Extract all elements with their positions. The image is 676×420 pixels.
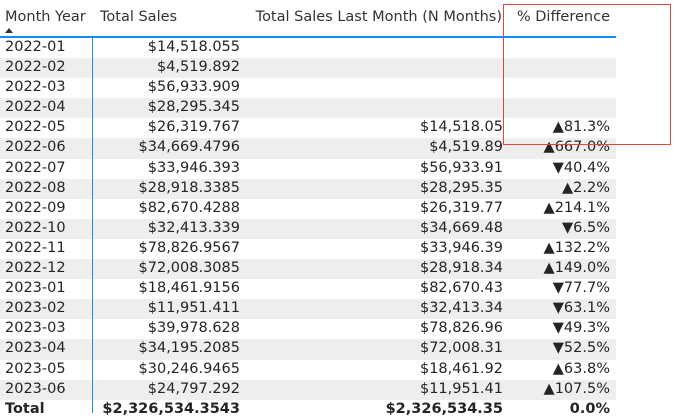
table-header: Month Year Total Sales Total Sales Last … — [0, 0, 616, 38]
row-total-sales-cell: $24,797.292 — [147, 380, 240, 397]
row-pct-difference-cell: ▲2.2% — [562, 179, 610, 196]
row-pct-difference-cell: ▲81.3% — [552, 119, 610, 136]
table-row[interactable]: 2022-07 $33,946.393 $56,933.91 ▼40.4% — [0, 159, 616, 179]
column-divider — [92, 38, 93, 413]
row-month-cell: 2022-09 — [5, 199, 66, 216]
column-header-month-year[interactable]: Month Year — [5, 9, 86, 25]
row-month-cell: 2022-11 — [5, 239, 66, 256]
column-header-total-sales[interactable]: Total Sales — [100, 9, 178, 25]
table-row[interactable]: 2023-04 $34,195.2085 $72,008.31 ▼52.5% — [0, 339, 616, 360]
table-row[interactable]: 2023-03 $39,978.628 $78,826.96 ▼49.3% — [0, 319, 616, 339]
table-row[interactable]: 2022-08 $28,918.3385 $28,295.35 ▲2.2% — [0, 178, 616, 199]
row-total-sales-cell: $28,295.345 — [147, 99, 240, 116]
table-row[interactable]: 2022-11 $78,826.9567 $33,946.39 ▲132.2% — [0, 239, 616, 259]
table-row[interactable]: 2022-05 $26,319.767 $14,518.05 ▲81.3% — [0, 118, 616, 138]
row-last-month-cell: $28,918.34 — [419, 260, 503, 277]
row-last-month-cell: $34,669.48 — [419, 219, 503, 236]
row-last-month-cell: $4,519.89 — [429, 139, 503, 156]
total-sales-value: $2,326,534.3543 — [102, 400, 240, 417]
row-total-sales-cell: $11,951.411 — [147, 300, 240, 317]
row-pct-difference-cell: ▲107.5% — [543, 380, 610, 397]
row-total-sales-cell: $32,413.339 — [147, 219, 240, 236]
row-total-sales-cell: $14,518.055 — [147, 39, 240, 55]
row-month-cell: 2023-06 — [5, 380, 66, 397]
total-last-month-value: $2,326,534.35 — [385, 400, 503, 417]
column-header-total-sales-last-month[interactable]: Total Sales Last Month (N Months) — [255, 9, 502, 25]
row-month-cell: 2022-03 — [5, 79, 66, 96]
row-last-month-cell: $28,295.35 — [419, 179, 503, 196]
row-total-sales-cell: $34,195.2085 — [138, 340, 240, 357]
row-pct-difference-cell: ▲132.2% — [543, 239, 610, 256]
sales-matrix-table: Month Year Total Sales Total Sales Last … — [0, 0, 616, 417]
row-pct-difference-cell: ▲214.1% — [543, 199, 610, 216]
total-label: Total — [5, 400, 45, 417]
row-total-sales-cell: $82,670.4288 — [138, 199, 240, 216]
table-row[interactable]: 2022-02 $4,519.892 — [0, 58, 616, 79]
row-pct-difference-cell: ▲63.8% — [552, 360, 610, 377]
row-month-cell: 2022-08 — [5, 179, 66, 196]
table-row[interactable]: 2023-01 $18,461.9156 $82,670.43 ▼77.7% — [0, 279, 616, 299]
row-total-sales-cell: $78,826.9567 — [138, 239, 240, 256]
row-month-cell: 2022-10 — [5, 219, 66, 236]
row-total-sales-cell: $26,319.767 — [147, 119, 240, 136]
table-row[interactable]: 2022-06 $34,669.4796 $4,519.89 ▲667.0% — [0, 138, 616, 159]
row-month-cell: 2022-06 — [5, 139, 66, 156]
row-month-cell: 2023-02 — [5, 300, 66, 317]
row-last-month-cell: $11,951.41 — [419, 380, 503, 397]
table-row[interactable]: 2022-10 $32,413.339 $34,669.48 ▼6.5% — [0, 218, 616, 239]
row-pct-difference-cell: ▼40.4% — [552, 159, 610, 176]
row-last-month-cell: $78,826.96 — [419, 320, 503, 337]
table-row[interactable]: 2022-12 $72,008.3085 $28,918.34 ▲149.0% — [0, 259, 616, 280]
row-last-month-cell: $14,518.05 — [419, 119, 503, 136]
row-month-cell: 2022-04 — [5, 99, 66, 116]
row-month-cell: 2022-12 — [5, 260, 66, 277]
row-pct-difference-cell: ▼63.1% — [552, 300, 610, 317]
table-row[interactable]: 2022-09 $82,670.4288 $26,319.77 ▲214.1% — [0, 199, 616, 219]
table-row[interactable]: 2023-02 $11,951.411 $32,413.34 ▼63.1% — [0, 299, 616, 320]
row-last-month-cell: $33,946.39 — [419, 239, 503, 256]
row-total-sales-cell: $72,008.3085 — [138, 260, 240, 277]
row-last-month-cell: $82,670.43 — [419, 280, 503, 297]
row-pct-difference-cell: ▲667.0% — [543, 139, 610, 156]
row-total-sales-cell: $4,519.892 — [156, 59, 240, 76]
row-pct-difference-cell: ▼77.7% — [552, 280, 610, 297]
row-last-month-cell: $72,008.31 — [419, 340, 503, 357]
row-month-cell: 2023-05 — [5, 360, 66, 377]
row-total-sales-cell: $33,946.393 — [147, 159, 240, 176]
sort-ascending-icon[interactable] — [5, 28, 13, 33]
total-pct-difference-value: 0.0% — [569, 400, 610, 417]
row-pct-difference-cell: ▼49.3% — [552, 320, 610, 337]
row-pct-difference-cell: ▼6.5% — [562, 219, 610, 236]
row-total-sales-cell: $39,978.628 — [147, 320, 240, 337]
row-total-sales-cell: $28,918.3385 — [138, 179, 240, 196]
row-pct-difference-cell: ▲149.0% — [543, 260, 610, 277]
row-month-cell: 2023-03 — [5, 320, 66, 337]
row-last-month-cell: $56,933.91 — [419, 159, 503, 176]
row-total-sales-cell: $18,461.9156 — [138, 280, 240, 297]
table-row[interactable]: 2022-04 $28,295.345 — [0, 98, 616, 119]
row-total-sales-cell: $30,246.9465 — [138, 360, 240, 377]
row-month-cell: 2022-05 — [5, 119, 66, 136]
row-month-cell: 2023-04 — [5, 340, 66, 357]
row-last-month-cell: $26,319.77 — [419, 199, 503, 216]
table-row[interactable]: 2022-03 $56,933.909 — [0, 78, 616, 98]
table-row[interactable]: 2022-01 $14,518.055 — [0, 38, 616, 58]
row-last-month-cell: $18,461.92 — [419, 360, 503, 377]
row-last-month-cell: $32,413.34 — [419, 300, 503, 317]
row-month-cell: 2023-01 — [5, 280, 66, 297]
row-month-cell: 2022-01 — [5, 39, 66, 55]
row-month-cell: 2022-02 — [5, 59, 66, 76]
table-body: 2022-01 $14,518.055 2022-02 $4,519.892 2022-… — [0, 38, 616, 400]
row-month-cell: 2022-07 — [5, 159, 66, 176]
column-header-pct-difference[interactable]: % Difference — [516, 9, 610, 25]
row-pct-difference-cell: ▼52.5% — [552, 340, 610, 357]
row-total-sales-cell: $34,669.4796 — [138, 139, 240, 156]
table-row[interactable]: 2023-06 $24,797.292 $11,951.41 ▲107.5% — [0, 379, 616, 400]
table-row[interactable]: 2023-05 $30,246.9465 $18,461.92 ▲63.8% — [0, 360, 616, 380]
row-total-sales-cell: $56,933.909 — [147, 79, 240, 96]
